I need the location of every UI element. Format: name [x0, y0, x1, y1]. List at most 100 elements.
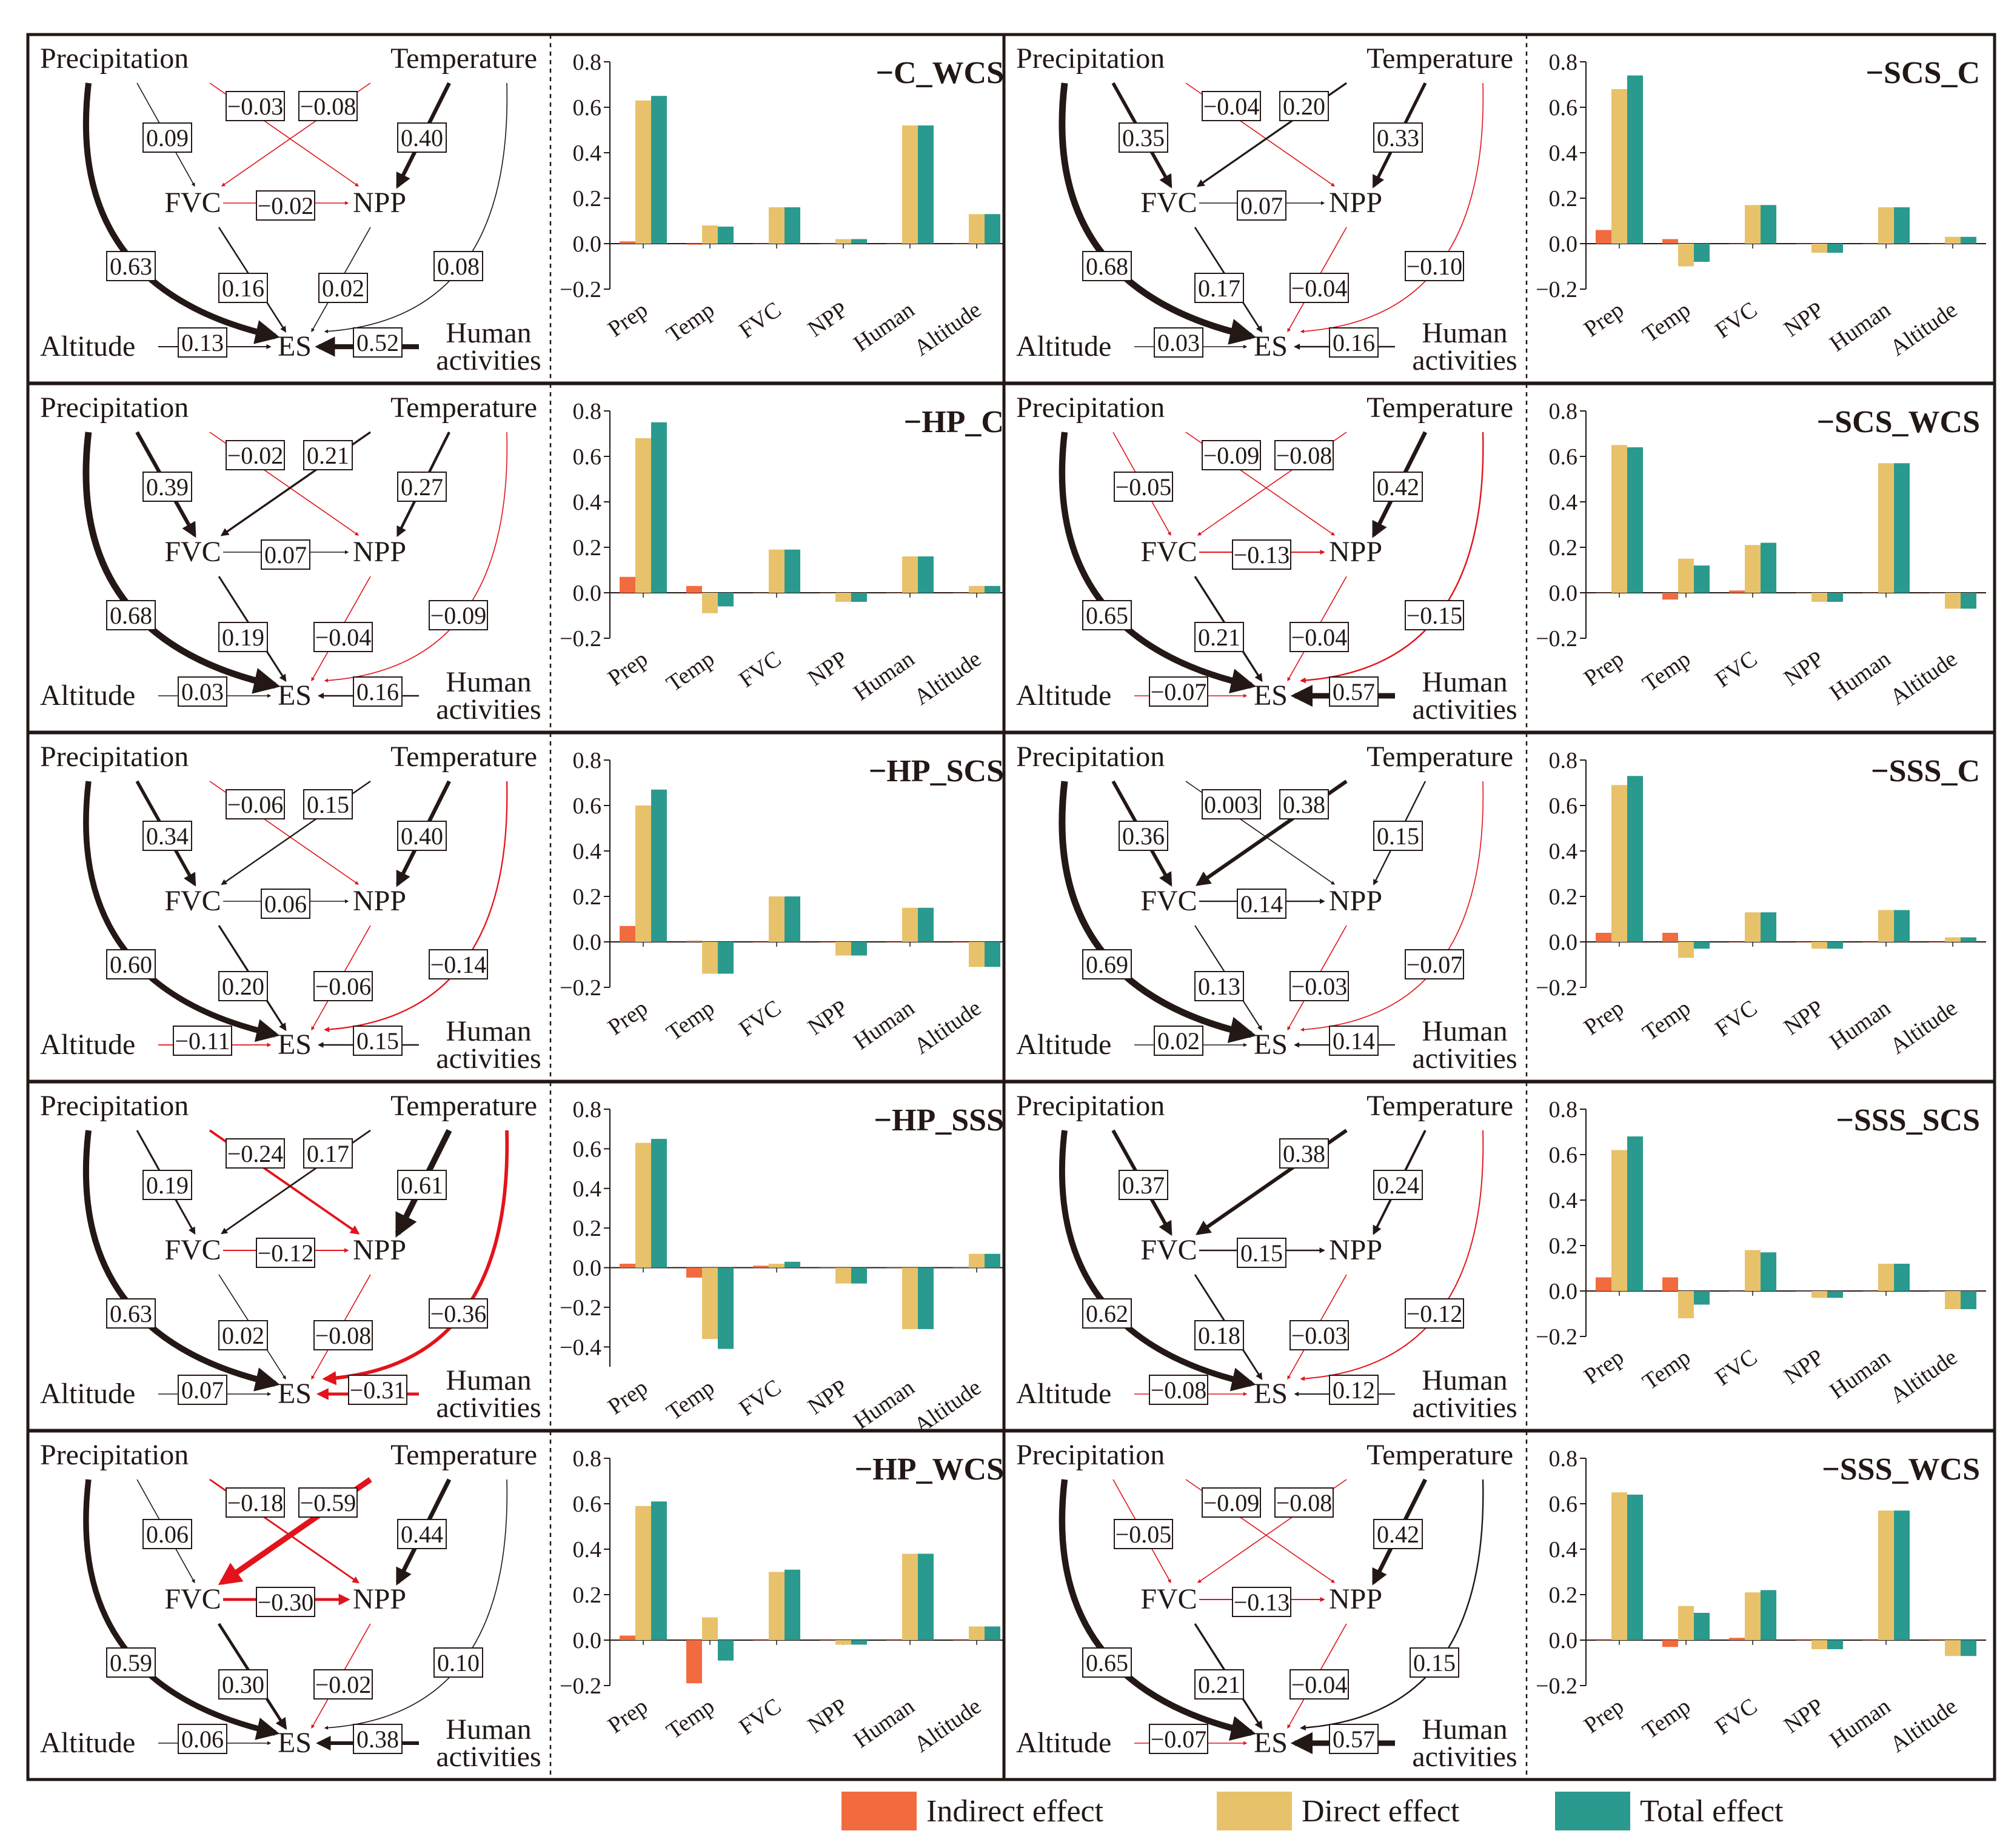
svg-text:0.21: 0.21 — [307, 442, 349, 469]
svg-text:−0.09: −0.09 — [1203, 442, 1260, 469]
panel-frame — [1002, 33, 1996, 385]
legend-direct: Direct effect — [1217, 1792, 1460, 1830]
node-es: ES — [278, 330, 312, 362]
node-altitude: Altitude — [1016, 679, 1111, 712]
node-human: Human — [1422, 1364, 1507, 1396]
svg-text:−0.05: −0.05 — [1116, 473, 1172, 501]
bar-indirect-effect — [1596, 1277, 1611, 1291]
node-human: Human — [1422, 317, 1507, 349]
node-npp: NPP — [353, 1234, 406, 1266]
coef-p-fvc: 0.37 — [1119, 1170, 1168, 1200]
node-es: ES — [278, 1378, 312, 1410]
bar-indirect-effect — [1662, 1640, 1678, 1647]
bar-direct-effect — [635, 438, 651, 593]
svg-text:0.15: 0.15 — [307, 791, 349, 818]
y-tick-label: 0.4 — [1549, 141, 1578, 166]
coef-t-fvc: 0.20 — [1279, 91, 1329, 121]
bar-direct-effect — [1811, 942, 1827, 949]
coef-fvc-es: 0.16 — [218, 273, 268, 303]
y-tick-label: 0.0 — [1549, 581, 1578, 606]
bar-total-effect — [851, 593, 867, 602]
panel: Precipitation Temperature FVC NPP Altitude ES… — [1002, 1429, 1996, 1781]
panel: Precipitation Temperature FVC NPP Altitude ES… — [1002, 33, 1996, 385]
edge-p-es — [83, 781, 280, 1042]
node-human: Human — [446, 317, 531, 349]
svg-text:0.19: 0.19 — [146, 1172, 189, 1199]
coef-fvc-npp: −0.13 — [1232, 539, 1291, 570]
bar-total-effect — [651, 789, 667, 942]
bar-direct-effect — [1945, 593, 1961, 609]
svg-text:0.16: 0.16 — [1333, 329, 1375, 356]
svg-text:0.003: 0.003 — [1204, 791, 1259, 818]
coef-t-fvc: −0.08 — [1274, 440, 1334, 470]
bar-indirect-effect — [1662, 593, 1678, 600]
svg-text:−0.04: −0.04 — [1203, 93, 1260, 120]
y-tick-label: 0.8 — [573, 1446, 602, 1472]
bar-total-effect — [985, 214, 1000, 244]
coef-npp-es: 0.02 — [318, 273, 368, 303]
coef-t-fvc: −0.59 — [298, 1487, 358, 1518]
bar-direct-effect — [769, 549, 784, 593]
svg-text:0.20: 0.20 — [222, 973, 264, 1000]
svg-text:0.02: 0.02 — [1157, 1027, 1200, 1055]
legend-total-label: Total effect — [1640, 1794, 1784, 1829]
svg-text:0.38: 0.38 — [356, 1726, 399, 1753]
coef-fvc-es: 0.30 — [218, 1669, 268, 1700]
coef-p-es: 0.63 — [106, 1298, 156, 1329]
coef-npp-es: −0.04 — [313, 622, 373, 652]
coef-t-npp: 0.27 — [397, 472, 447, 502]
bar-direct-effect — [969, 585, 985, 593]
svg-text:−0.02: −0.02 — [315, 1671, 372, 1698]
node-temperature: Temperature — [1366, 1439, 1513, 1471]
svg-text:−0.04: −0.04 — [1291, 275, 1348, 302]
coef-hum-es: 0.12 — [1329, 1375, 1379, 1405]
svg-text:0.10: 0.10 — [437, 1649, 480, 1676]
svg-text:0.21: 0.21 — [1198, 1671, 1240, 1698]
node-altitude: Altitude — [1016, 1029, 1111, 1061]
y-tick-label: −0.2 — [1536, 975, 1577, 1001]
coef-p-npp: −0.09 — [1202, 440, 1261, 470]
bar-indirect-effect — [953, 1640, 969, 1641]
bar-indirect-effect — [1862, 1640, 1878, 1641]
svg-text:0.42: 0.42 — [1377, 1521, 1419, 1548]
path-diagram: Precipitation Temperature FVC NPP Altitude ES… — [1016, 42, 1517, 376]
bar-direct-effect — [702, 1617, 718, 1640]
bar-total-effect — [851, 1267, 867, 1284]
bar-direct-effect — [635, 1506, 651, 1640]
svg-text:−0.59: −0.59 — [300, 1489, 356, 1516]
bar-total-effect — [718, 1640, 734, 1661]
svg-text:0.13: 0.13 — [181, 329, 224, 356]
node-fvc: FVC — [1140, 1583, 1197, 1615]
legend-total: Total effect — [1555, 1792, 1784, 1830]
y-tick-label: −0.2 — [560, 975, 601, 1001]
chart-title: −SCS_C — [1865, 56, 1980, 90]
svg-text:0.15: 0.15 — [1240, 1239, 1283, 1267]
node-precipitation: Precipitation — [40, 1439, 189, 1471]
panel-frame — [26, 1080, 1020, 1432]
svg-text:0.42: 0.42 — [1377, 473, 1419, 501]
bar-indirect-effect — [1729, 1291, 1745, 1292]
coef-p-fvc: −0.05 — [1114, 472, 1173, 502]
coef-p-es: 0.69 — [1082, 949, 1132, 979]
svg-text:−0.31: −0.31 — [350, 1376, 406, 1404]
y-tick-label: 0.8 — [1549, 50, 1578, 75]
coef-alt-es: 0.02 — [1154, 1026, 1203, 1056]
bar-direct-effect — [969, 1253, 985, 1268]
coef-t-es: −0.14 — [429, 949, 488, 979]
y-tick-label: 0.6 — [573, 1136, 602, 1162]
y-tick-label: 0.0 — [573, 232, 602, 257]
node-altitude: Altitude — [40, 1029, 135, 1061]
coef-t-npp: 0.33 — [1373, 122, 1423, 153]
chart-title: −HP_C — [904, 405, 1004, 439]
coef-hum-es: 0.57 — [1329, 676, 1379, 707]
coef-p-es: 0.60 — [106, 949, 156, 979]
y-tick-label: 0.6 — [573, 793, 602, 819]
bar-total-effect — [1894, 1510, 1910, 1640]
svg-text:−0.07: −0.07 — [1407, 951, 1463, 978]
bar-direct-effect — [1945, 236, 1961, 244]
node-activities: activities — [1412, 1741, 1517, 1773]
bar-direct-effect — [1945, 937, 1961, 942]
coef-fvc-es: 0.02 — [218, 1320, 268, 1350]
coef-hum-es: −0.31 — [348, 1375, 407, 1405]
